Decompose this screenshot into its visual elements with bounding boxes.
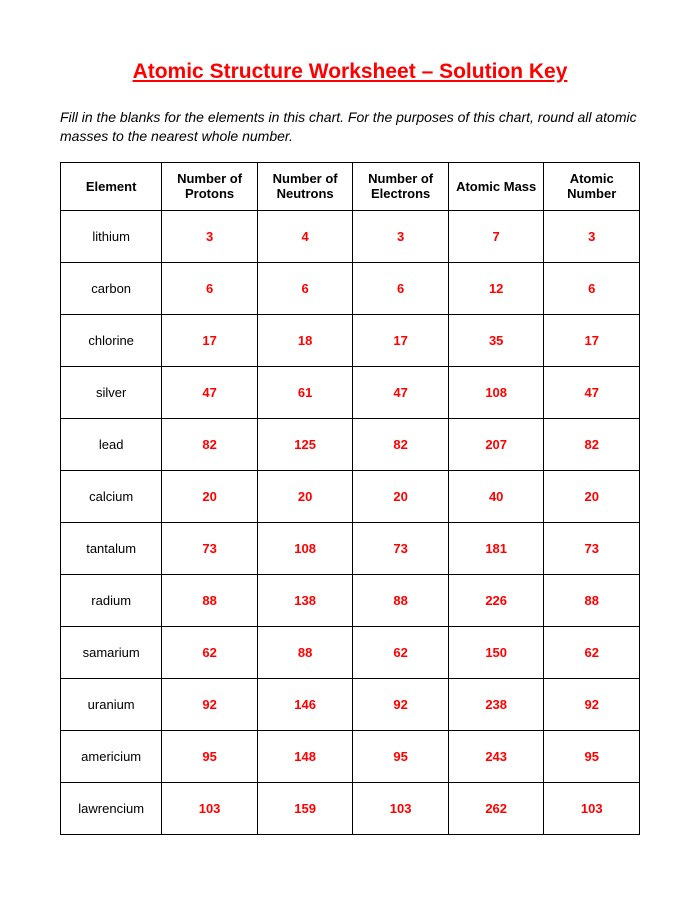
cell-electrons: 82	[353, 418, 449, 470]
table-row: tantalum731087318173	[61, 522, 640, 574]
cell-neutrons: 61	[257, 366, 353, 418]
cell-number: 88	[544, 574, 640, 626]
cell-protons: 92	[162, 678, 258, 730]
cell-mass: 35	[448, 314, 544, 366]
table-row: radium881388822688	[61, 574, 640, 626]
cell-mass: 40	[448, 470, 544, 522]
cell-element: calcium	[61, 470, 162, 522]
cell-electrons: 73	[353, 522, 449, 574]
table-row: lithium34373	[61, 210, 640, 262]
table-header-row: Element Number of Protons Number of Neut…	[61, 162, 640, 210]
cell-neutrons: 146	[257, 678, 353, 730]
table-row: lead821258220782	[61, 418, 640, 470]
table-row: carbon666126	[61, 262, 640, 314]
cell-element: samarium	[61, 626, 162, 678]
cell-electrons: 92	[353, 678, 449, 730]
cell-neutrons: 159	[257, 782, 353, 834]
cell-mass: 262	[448, 782, 544, 834]
cell-protons: 6	[162, 262, 258, 314]
cell-element: lead	[61, 418, 162, 470]
cell-mass: 181	[448, 522, 544, 574]
cell-electrons: 95	[353, 730, 449, 782]
cell-element: americium	[61, 730, 162, 782]
cell-mass: 207	[448, 418, 544, 470]
table-row: lawrencium103159103262103	[61, 782, 640, 834]
cell-mass: 12	[448, 262, 544, 314]
cell-mass: 7	[448, 210, 544, 262]
table-row: americium951489524395	[61, 730, 640, 782]
header-electrons: Number of Electrons	[353, 162, 449, 210]
cell-neutrons: 125	[257, 418, 353, 470]
header-element: Element	[61, 162, 162, 210]
cell-mass: 226	[448, 574, 544, 626]
cell-element: tantalum	[61, 522, 162, 574]
cell-neutrons: 4	[257, 210, 353, 262]
cell-neutrons: 108	[257, 522, 353, 574]
cell-number: 17	[544, 314, 640, 366]
cell-mass: 238	[448, 678, 544, 730]
header-mass: Atomic Mass	[448, 162, 544, 210]
cell-protons: 17	[162, 314, 258, 366]
cell-neutrons: 148	[257, 730, 353, 782]
cell-element: uranium	[61, 678, 162, 730]
cell-protons: 47	[162, 366, 258, 418]
cell-electrons: 88	[353, 574, 449, 626]
cell-electrons: 3	[353, 210, 449, 262]
cell-number: 62	[544, 626, 640, 678]
cell-number: 73	[544, 522, 640, 574]
table-row: chlorine1718173517	[61, 314, 640, 366]
cell-protons: 73	[162, 522, 258, 574]
header-protons: Number of Protons	[162, 162, 258, 210]
cell-electrons: 6	[353, 262, 449, 314]
atomic-structure-table: Element Number of Protons Number of Neut…	[60, 162, 640, 835]
instructions-text: Fill in the blanks for the elements in t…	[60, 108, 640, 146]
header-neutrons: Number of Neutrons	[257, 162, 353, 210]
cell-element: lawrencium	[61, 782, 162, 834]
table-row: silver47614710847	[61, 366, 640, 418]
cell-protons: 3	[162, 210, 258, 262]
cell-neutrons: 6	[257, 262, 353, 314]
cell-number: 82	[544, 418, 640, 470]
cell-element: silver	[61, 366, 162, 418]
cell-element: carbon	[61, 262, 162, 314]
header-number: Atomic Number	[544, 162, 640, 210]
cell-number: 103	[544, 782, 640, 834]
table-row: calcium2020204020	[61, 470, 640, 522]
cell-electrons: 47	[353, 366, 449, 418]
cell-electrons: 103	[353, 782, 449, 834]
cell-neutrons: 138	[257, 574, 353, 626]
cell-neutrons: 20	[257, 470, 353, 522]
cell-element: lithium	[61, 210, 162, 262]
cell-neutrons: 18	[257, 314, 353, 366]
page-title: Atomic Structure Worksheet – Solution Ke…	[60, 60, 640, 84]
cell-protons: 82	[162, 418, 258, 470]
table-body: lithium34373carbon666126chlorine17181735…	[61, 210, 640, 834]
cell-protons: 20	[162, 470, 258, 522]
cell-neutrons: 88	[257, 626, 353, 678]
cell-number: 92	[544, 678, 640, 730]
worksheet-page: Atomic Structure Worksheet – Solution Ke…	[0, 0, 700, 875]
cell-protons: 62	[162, 626, 258, 678]
cell-electrons: 20	[353, 470, 449, 522]
cell-number: 95	[544, 730, 640, 782]
cell-mass: 150	[448, 626, 544, 678]
cell-protons: 103	[162, 782, 258, 834]
cell-mass: 243	[448, 730, 544, 782]
table-row: uranium921469223892	[61, 678, 640, 730]
cell-electrons: 17	[353, 314, 449, 366]
cell-number: 3	[544, 210, 640, 262]
cell-protons: 95	[162, 730, 258, 782]
table-row: samarium62886215062	[61, 626, 640, 678]
cell-element: chlorine	[61, 314, 162, 366]
cell-electrons: 62	[353, 626, 449, 678]
cell-number: 6	[544, 262, 640, 314]
cell-number: 47	[544, 366, 640, 418]
cell-mass: 108	[448, 366, 544, 418]
cell-number: 20	[544, 470, 640, 522]
cell-element: radium	[61, 574, 162, 626]
cell-protons: 88	[162, 574, 258, 626]
